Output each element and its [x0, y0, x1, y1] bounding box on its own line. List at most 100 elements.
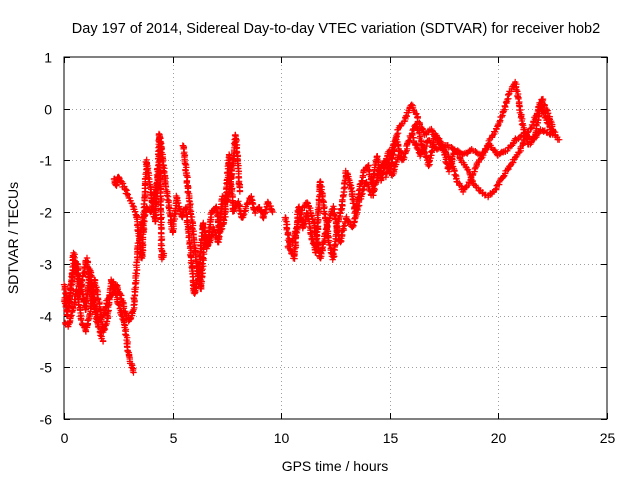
- data-point-marker: [83, 254, 91, 262]
- data-point-marker: [382, 170, 390, 177]
- data-point-marker: [358, 191, 365, 198]
- data-point-marker: [339, 192, 347, 199]
- data-point-marker: [502, 98, 510, 106]
- data-point-marker: [312, 228, 319, 235]
- data-point-marker: [248, 196, 255, 203]
- data-point-marker: [131, 208, 139, 215]
- data-point-marker: [472, 164, 479, 171]
- data-point-marker: [219, 200, 226, 208]
- data-point-marker: [129, 307, 137, 315]
- data-point-marker: [160, 250, 168, 257]
- data-point-marker: [99, 338, 107, 345]
- data-point-marker: [356, 181, 364, 188]
- data-point-marker: [236, 188, 244, 195]
- data-point-marker: [438, 144, 445, 151]
- data-point-marker: [423, 154, 430, 161]
- data-point-marker: [434, 134, 441, 141]
- data-point-marker: [540, 128, 547, 135]
- data-point-marker: [459, 151, 467, 158]
- data-point-marker: [492, 128, 499, 136]
- data-point-marker: [510, 140, 517, 147]
- y-tick-label: 1: [44, 50, 52, 66]
- data-point-marker: [124, 348, 131, 355]
- data-point-marker: [485, 141, 493, 148]
- data-point-marker: [61, 286, 68, 293]
- data-point-marker: [89, 292, 96, 300]
- data-point-marker: [182, 160, 189, 168]
- data-point-marker: [504, 147, 511, 154]
- data-point-marker: [359, 187, 366, 194]
- x-tick-label: 25: [600, 430, 616, 446]
- data-point-marker: [400, 153, 407, 160]
- data-point-marker: [547, 131, 554, 138]
- data-point-marker: [427, 152, 434, 159]
- x-tick-label: 20: [491, 430, 507, 446]
- data-point-marker: [231, 132, 239, 139]
- data-point-marker: [284, 231, 291, 238]
- data-point-marker: [145, 174, 152, 181]
- data-point-marker: [184, 189, 192, 196]
- data-point-marker: [500, 108, 507, 115]
- data-point-marker: [433, 146, 441, 153]
- data-point-marker: [110, 284, 117, 291]
- data-point-marker: [155, 130, 163, 138]
- data-point-marker: [303, 199, 311, 206]
- data-point-marker: [211, 226, 218, 233]
- data-layer: [60, 78, 563, 376]
- data-point-marker: [428, 127, 436, 134]
- data-point-marker: [389, 152, 396, 159]
- data-point-marker: [85, 316, 92, 323]
- data-point-marker: [331, 211, 338, 219]
- data-point-marker: [524, 133, 532, 140]
- y-axis-label: SDTVAR / TECUs: [5, 182, 21, 294]
- y-tick-label: -3: [40, 257, 53, 273]
- x-tick-label: 0: [61, 430, 69, 446]
- data-point-marker: [339, 196, 346, 203]
- data-point-marker: [103, 318, 111, 325]
- data-point-marker: [123, 190, 131, 197]
- data-point-marker: [373, 156, 381, 163]
- data-point-marker: [130, 369, 137, 376]
- y-tick-label: -2: [40, 205, 53, 221]
- data-point-marker: [79, 276, 86, 283]
- data-point-marker: [537, 103, 544, 110]
- data-point-marker: [184, 174, 191, 181]
- data-point-marker: [132, 270, 139, 277]
- data-point-marker: [118, 311, 125, 319]
- data-point-marker: [129, 202, 137, 210]
- x-tick-label: 10: [274, 430, 290, 446]
- data-point-marker: [97, 332, 104, 339]
- data-point-marker: [321, 210, 328, 217]
- data-point-marker: [256, 204, 263, 211]
- data-point-marker: [223, 196, 230, 204]
- data-point-marker: [401, 154, 408, 161]
- y-tick-label: -1: [40, 153, 53, 169]
- data-point-marker: [473, 149, 480, 156]
- data-point-marker: [300, 221, 307, 228]
- data-point-marker: [73, 270, 81, 277]
- data-point-marker: [498, 113, 505, 121]
- data-point-marker: [556, 136, 563, 143]
- data-point-marker: [414, 145, 421, 153]
- data-point-marker: [406, 138, 413, 145]
- y-tick-label: -6: [40, 412, 53, 428]
- data-point-marker: [82, 327, 89, 334]
- x-axis-label: GPS time / hours: [282, 458, 389, 474]
- data-point-marker: [128, 364, 135, 371]
- data-point-marker: [320, 239, 327, 246]
- data-point-marker: [240, 212, 247, 219]
- data-point-marker: [321, 230, 329, 237]
- data-point-marker: [187, 259, 195, 266]
- data-point-marker: [456, 182, 464, 189]
- data-point-marker: [269, 208, 276, 216]
- data-point-marker: [377, 175, 385, 182]
- y-tick-label: -5: [40, 360, 53, 376]
- data-point-marker: [374, 171, 381, 178]
- data-point-marker: [521, 130, 528, 137]
- data-point-marker: [527, 125, 535, 132]
- data-point-marker: [513, 86, 520, 94]
- data-point-marker: [85, 273, 92, 280]
- data-point-marker: [539, 108, 547, 115]
- data-point-marker: [291, 245, 298, 253]
